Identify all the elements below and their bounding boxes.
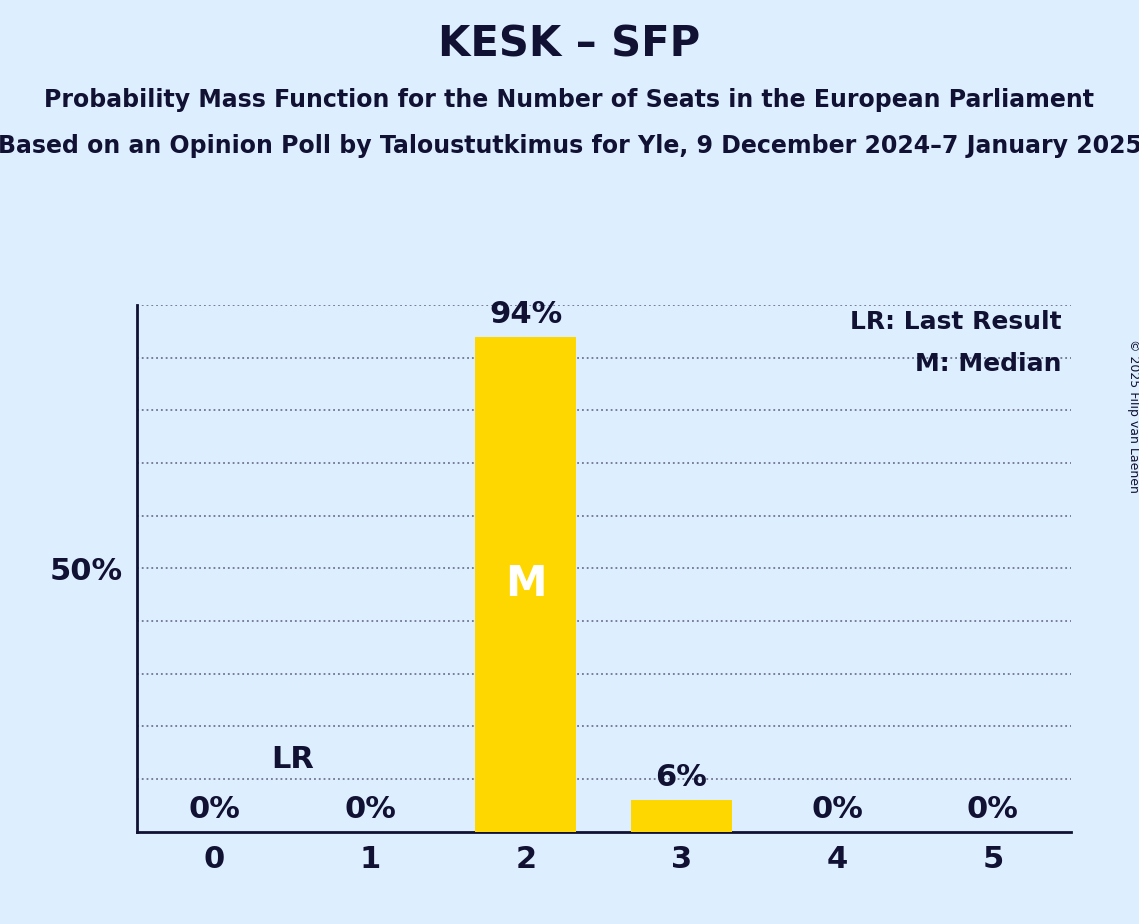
Text: M: M xyxy=(505,563,547,605)
Text: LR: LR xyxy=(271,745,313,773)
Bar xyxy=(475,336,576,832)
Text: Based on an Opinion Poll by Taloustutkimus for Yle, 9 December 2024–7 January 20: Based on an Opinion Poll by Taloustutkim… xyxy=(0,134,1139,158)
Text: 0%: 0% xyxy=(811,795,863,823)
Text: Probability Mass Function for the Number of Seats in the European Parliament: Probability Mass Function for the Number… xyxy=(44,88,1095,112)
Text: 94%: 94% xyxy=(490,299,563,329)
Text: 0%: 0% xyxy=(344,795,396,823)
Text: 0%: 0% xyxy=(967,795,1018,823)
Text: M: Median: M: Median xyxy=(915,352,1062,376)
Bar xyxy=(631,800,732,832)
Text: © 2025 Filip van Laenen: © 2025 Filip van Laenen xyxy=(1126,339,1139,492)
Text: 0%: 0% xyxy=(189,795,240,823)
Text: LR: Last Result: LR: Last Result xyxy=(850,310,1062,334)
Text: 6%: 6% xyxy=(656,763,707,792)
Text: KESK – SFP: KESK – SFP xyxy=(439,23,700,65)
